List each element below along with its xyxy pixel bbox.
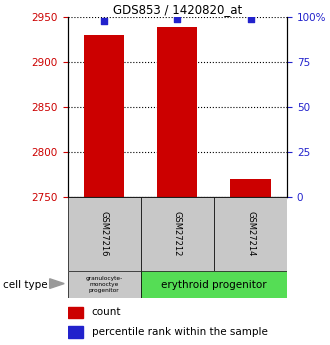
Bar <box>141 197 214 271</box>
Text: GSM27216: GSM27216 <box>100 211 109 256</box>
Bar <box>68 197 141 271</box>
Text: percentile rank within the sample: percentile rank within the sample <box>92 327 268 337</box>
Text: cell type: cell type <box>3 280 48 289</box>
Bar <box>157 27 197 197</box>
Title: GDS853 / 1420820_at: GDS853 / 1420820_at <box>113 3 242 16</box>
Bar <box>230 179 271 197</box>
Bar <box>214 197 287 271</box>
Bar <box>68 307 83 318</box>
Bar <box>141 271 287 298</box>
Text: GSM27212: GSM27212 <box>173 211 182 256</box>
Point <box>102 18 107 23</box>
Text: count: count <box>92 307 121 317</box>
Polygon shape <box>50 279 64 288</box>
Point <box>175 16 180 22</box>
Text: granulocyte-
monoctye
progenitor: granulocyte- monoctye progenitor <box>85 276 123 293</box>
Text: GSM27214: GSM27214 <box>246 211 255 256</box>
Point <box>248 16 253 22</box>
Bar <box>84 35 124 197</box>
Text: erythroid progenitor: erythroid progenitor <box>161 280 267 289</box>
Bar <box>68 271 141 298</box>
Bar <box>68 326 83 337</box>
